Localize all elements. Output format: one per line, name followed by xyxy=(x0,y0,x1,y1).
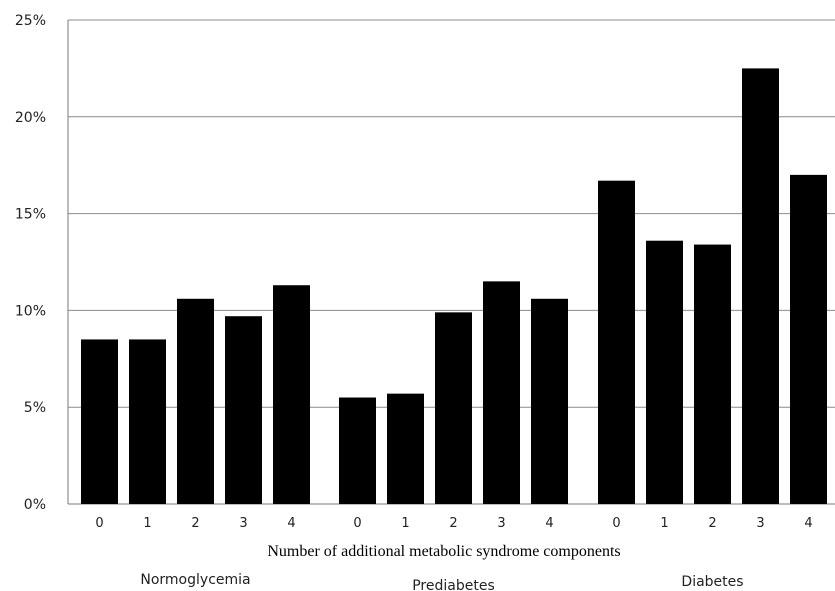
x-tick-label: 0 xyxy=(612,516,620,531)
y-tick-labels: 0% 5% 10% 15% 20% 25% xyxy=(15,13,46,513)
x-tick-labels: 0 1 2 3 4 0 1 2 3 4 0 1 2 3 4 xyxy=(95,516,812,531)
x-tick-label: 1 xyxy=(660,516,668,531)
x-tick-label: 4 xyxy=(545,516,553,531)
bar-diabetes-0 xyxy=(598,180,635,505)
x-tick-label: 3 xyxy=(239,516,247,531)
x-tick-label: 4 xyxy=(287,516,295,531)
bar-diabetes-2 xyxy=(694,244,731,505)
x-tick-label: 2 xyxy=(708,516,716,531)
bar-normoglycemia-3 xyxy=(225,316,262,504)
x-tick-label: 0 xyxy=(353,516,361,531)
bar-diabetes-4 xyxy=(790,174,827,504)
x-tick-label: 1 xyxy=(401,516,409,531)
group-label-normoglycemia: Normoglycemia xyxy=(140,572,250,588)
y-tick-label: 5% xyxy=(24,400,46,416)
x-axis-label: Number of additional metabolic syndrome … xyxy=(267,543,620,560)
x-tick-label: 2 xyxy=(449,516,457,531)
y-tick-label: 25% xyxy=(15,13,46,29)
y-tick-label: 20% xyxy=(15,110,46,126)
bar-normoglycemia-1 xyxy=(129,339,166,504)
group-label-prediabetes: Prediabetes xyxy=(412,578,495,591)
bar-normoglycemia-2 xyxy=(177,298,214,504)
bars xyxy=(81,68,827,505)
x-tick-label: 4 xyxy=(804,516,812,531)
bar-prediabetes-0 xyxy=(339,397,376,504)
bar-normoglycemia-0 xyxy=(81,339,118,504)
y-tick-label: 0% xyxy=(24,497,46,513)
x-tick-label: 3 xyxy=(497,516,505,531)
x-tick-label: 2 xyxy=(191,516,199,531)
bar-prediabetes-3 xyxy=(483,281,520,504)
group-labels: Normoglycemia Prediabetes Diabetes xyxy=(140,572,743,591)
bar-diabetes-3 xyxy=(742,68,779,505)
bar-diabetes-1 xyxy=(646,240,683,505)
y-tick-label: 15% xyxy=(15,207,46,223)
bar-prediabetes-4 xyxy=(531,298,568,504)
x-tick-label: 1 xyxy=(143,516,151,531)
y-tick-label: 10% xyxy=(15,303,46,319)
x-tick-label: 3 xyxy=(756,516,764,531)
group-label-diabetes: Diabetes xyxy=(681,574,743,590)
bar-prediabetes-2 xyxy=(435,312,472,504)
bar-normoglycemia-4 xyxy=(273,285,310,504)
x-tick-label: 0 xyxy=(95,516,103,531)
bar-prediabetes-1 xyxy=(387,393,424,504)
